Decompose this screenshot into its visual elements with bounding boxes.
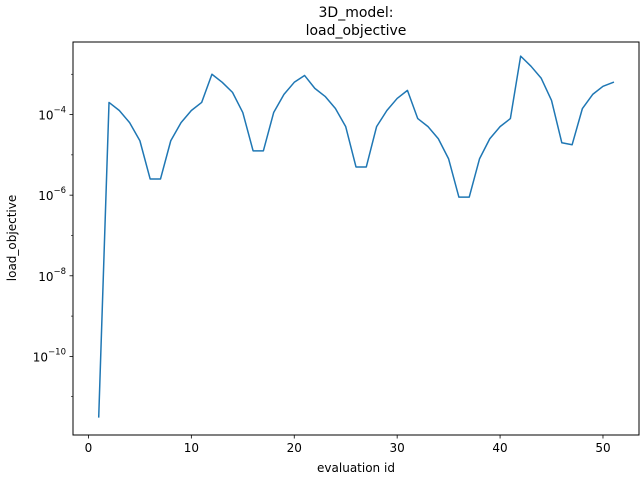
x-tick-label: 20 [287, 441, 302, 455]
axes-frame [72, 41, 640, 436]
x-axis-label: evaluation id [317, 461, 395, 475]
x-tick-label: 30 [390, 441, 405, 455]
y-tick-base: 10 [38, 270, 53, 284]
y-axis-label: load_objective [5, 195, 19, 281]
y-tick-exponent: −4 [53, 106, 66, 116]
x-ticks: 0 10 20 30 40 50 [85, 435, 611, 455]
y-tick-label: 10−10 [33, 347, 66, 364]
x-tick-label: 10 [184, 441, 199, 455]
y-tick-label: 10−8 [38, 267, 66, 284]
x-tick-label: 0 [85, 441, 93, 455]
y-tick-base: 10 [38, 109, 53, 123]
y-tick-base: 10 [38, 189, 53, 203]
x-tick-label: 50 [595, 441, 610, 455]
series-layer [97, 55, 615, 418]
y-tick-exponent: −8 [53, 267, 66, 277]
y-tick-label: 10−4 [38, 106, 66, 123]
y-tick-exponent: −10 [48, 347, 66, 357]
chart-title-line-2: load_objective [306, 23, 407, 39]
y-tick-label: 10−6 [38, 186, 66, 203]
series-line-0 [97, 55, 615, 418]
y-tick-exponent: −6 [53, 186, 66, 196]
chart-title-line-1: 3D_model: [319, 5, 394, 21]
y-tick-base: 10 [33, 350, 48, 364]
x-tick-label: 40 [492, 441, 507, 455]
